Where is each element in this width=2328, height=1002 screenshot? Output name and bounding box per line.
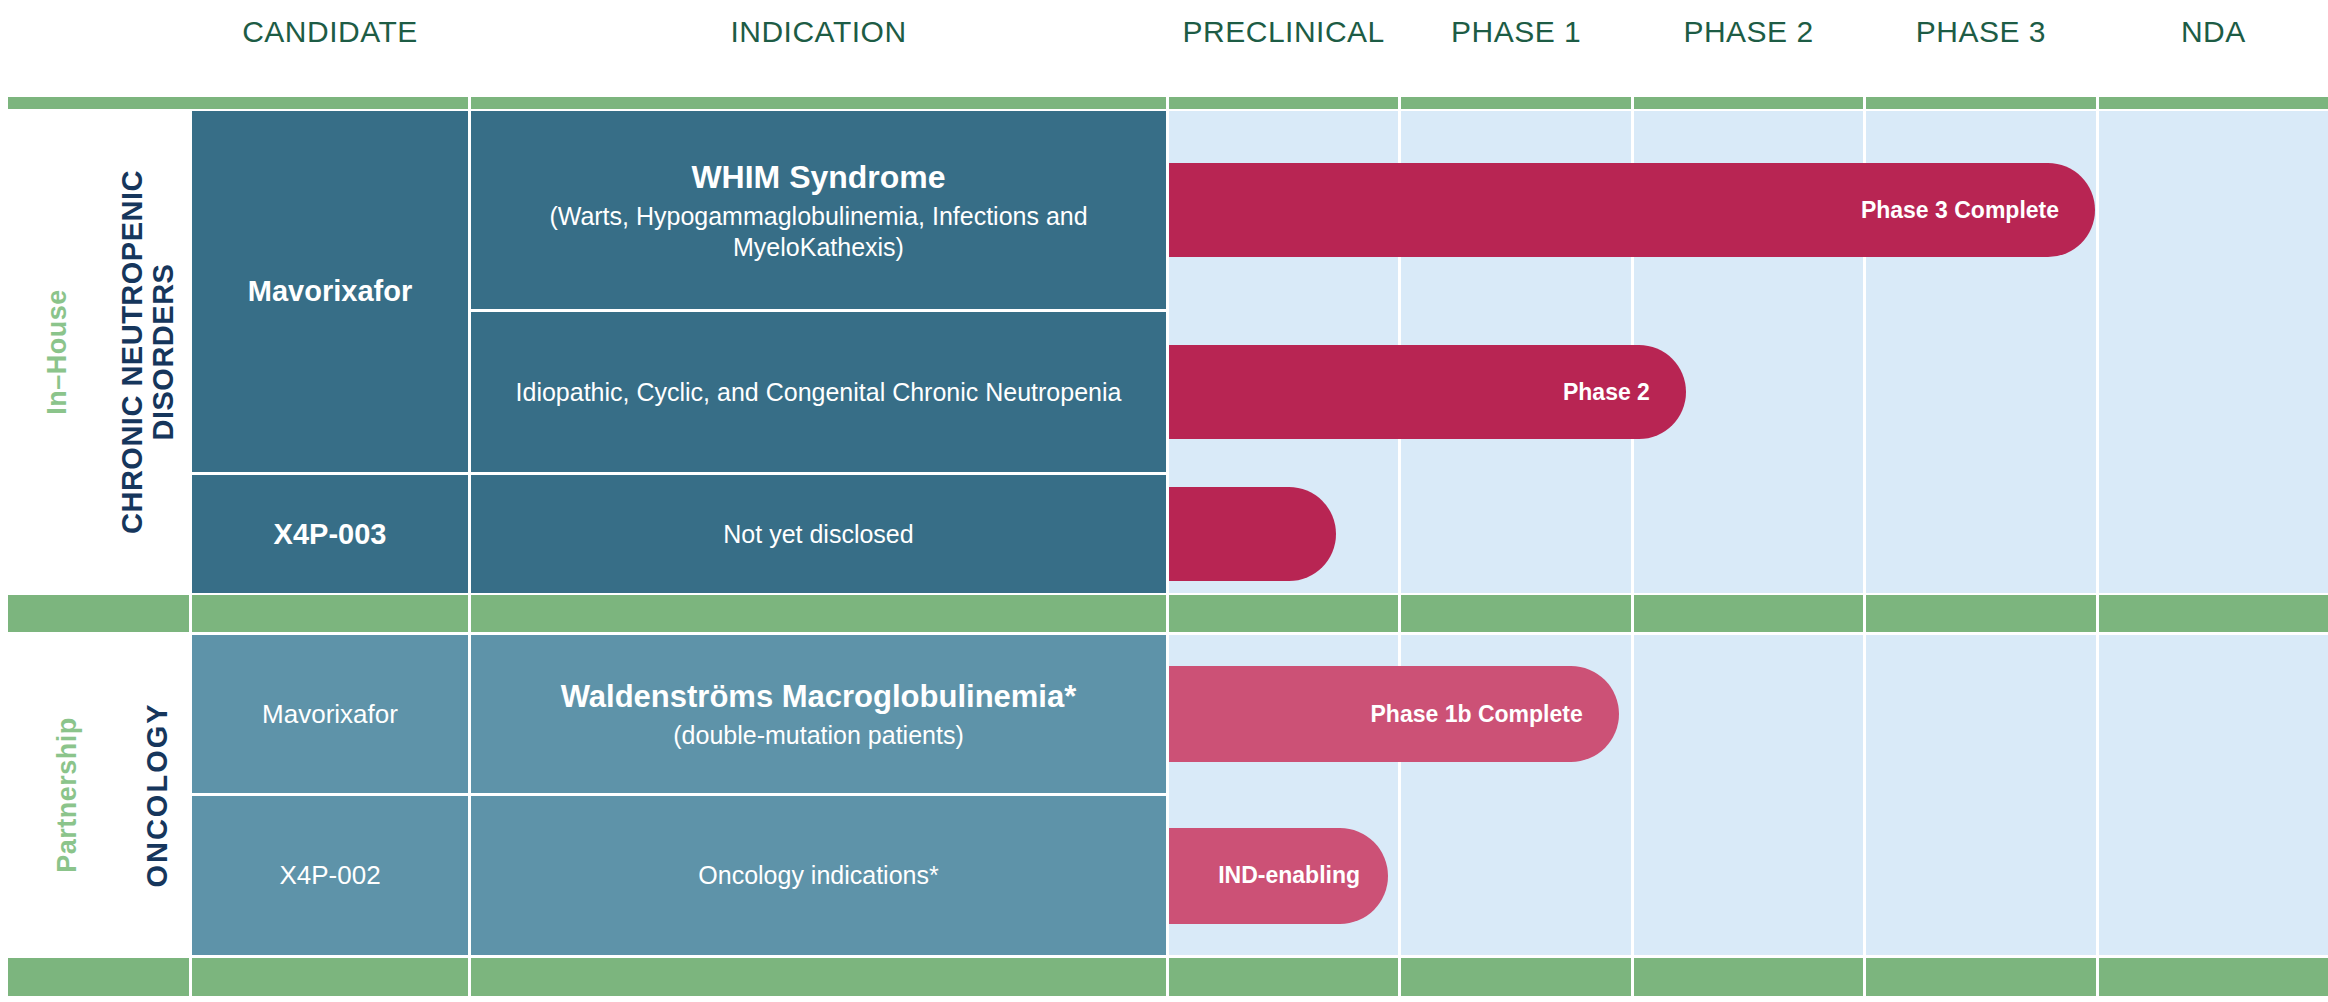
band-segment: [8, 595, 189, 632]
progress-bar-neutropenia: Phase 2: [1169, 345, 1686, 439]
partnership-label: Partnership: [52, 717, 83, 873]
candidate-cell-x4p-003: X4P-003: [192, 475, 468, 593]
in-house-side-labels: In–House CHRONIC NEUTROPENIC DISORDERS: [0, 111, 189, 593]
indication-title: Oncology indications*: [698, 859, 938, 892]
band-segment: [2099, 595, 2328, 632]
band-segment: [471, 595, 1166, 632]
partnership-side-labels: Partnership ONCOLOGY: [0, 635, 189, 955]
indication-cell-neutropenia: Idiopathic, Cyclic, and Congenital Chron…: [471, 312, 1166, 472]
candidate-cell-mavorixafor: Mavorixafor: [192, 111, 468, 472]
band-segment: [1401, 97, 1630, 109]
header-indication: INDICATION: [471, 0, 1166, 49]
header-preclinical: PRECLINICAL: [1169, 0, 1398, 49]
header-phase-1: PHASE 1: [1401, 0, 1630, 49]
band-segment: [471, 97, 1166, 109]
section-partnership: Partnership ONCOLOGY Mavorixafor X4P-002…: [0, 635, 2328, 955]
indication-title: WHIM Syndrome: [691, 157, 945, 199]
in-house-chart-area: Phase 3 Complete Phase 2: [1169, 111, 2328, 593]
indication-title: Idiopathic, Cyclic, and Congenital Chron…: [516, 376, 1122, 409]
band-segment: [1169, 97, 1398, 109]
header-phase-3: PHASE 3: [1866, 0, 2095, 49]
band-segment: [8, 958, 189, 996]
progress-bar-x4p-003: [1169, 487, 1336, 581]
indication-title: Waldenströms Macroglobulinemia*: [561, 677, 1077, 717]
indication-subtitle: (double-mutation patients): [673, 720, 963, 751]
oncology-label: ONCOLOGY: [142, 702, 173, 887]
band-segment: [1169, 958, 1398, 996]
in-house-label: In–House: [42, 289, 73, 415]
chronic-neutropenic-disorders-label: CHRONIC NEUTROPENIC DISORDERS: [117, 170, 180, 534]
candidate-cell-x4p-002: X4P-002: [192, 796, 468, 955]
band-segment: [1866, 97, 2095, 109]
indication-cell-not-disclosed: Not yet disclosed: [471, 475, 1166, 593]
band-segment: [2099, 958, 2328, 996]
progress-bar-waldenstroms: Phase 1b Complete: [1169, 666, 1619, 762]
indication-cell-oncology-indications: Oncology indications*: [471, 796, 1166, 955]
band-segment: [471, 958, 1166, 996]
band-segment: [1634, 958, 1863, 996]
bar-label: IND-enabling: [1218, 862, 1360, 889]
bar-label: Phase 3 Complete: [1861, 197, 2059, 224]
band-segment: [2099, 97, 2328, 109]
header-spacer: [0, 0, 189, 15]
band-segment: [1866, 595, 2095, 632]
separator-band-top: [0, 97, 2328, 109]
header-phase-2: PHASE 2: [1634, 0, 1863, 49]
band-segment: [1401, 595, 1630, 632]
pipeline-chart: CANDIDATE INDICATION PRECLINICAL PHASE 1…: [0, 0, 2328, 1002]
bar-label: Phase 1b Complete: [1371, 701, 1583, 728]
header-candidate: CANDIDATE: [192, 0, 468, 49]
band-segment: [8, 97, 468, 109]
separator-band-middle: [0, 595, 2328, 632]
band-segment: [192, 958, 468, 996]
candidate-cell-mavorixafor-onc: Mavorixafor: [192, 635, 468, 793]
band-segment: [1634, 97, 1863, 109]
header-row: CANDIDATE INDICATION PRECLINICAL PHASE 1…: [0, 0, 2328, 97]
indication-title: Not yet disclosed: [723, 518, 913, 551]
bar-label: Phase 2: [1563, 379, 1650, 406]
indication-subtitle: (Warts, Hypogammaglobulinemia, Infection…: [497, 201, 1140, 264]
separator-band-bottom: [0, 958, 2328, 996]
band-segment: [1866, 958, 2095, 996]
partnership-chart-area: Phase 1b Complete IND-enabling: [1169, 635, 2328, 955]
progress-bar-x4p-002: IND-enabling: [1169, 828, 1388, 924]
band-segment: [192, 595, 468, 632]
progress-bar-whim: Phase 3 Complete: [1169, 163, 2095, 257]
band-segment: [1401, 958, 1630, 996]
indication-cell-waldenstroms: Waldenströms Macroglobulinemia* (double-…: [471, 635, 1166, 793]
header-nda: NDA: [2099, 0, 2328, 49]
band-segment: [1169, 595, 1398, 632]
band-segment: [1634, 595, 1863, 632]
section-in-house: In–House CHRONIC NEUTROPENIC DISORDERS M…: [0, 111, 2328, 593]
indication-cell-whim: WHIM Syndrome (Warts, Hypogammaglobuline…: [471, 111, 1166, 309]
